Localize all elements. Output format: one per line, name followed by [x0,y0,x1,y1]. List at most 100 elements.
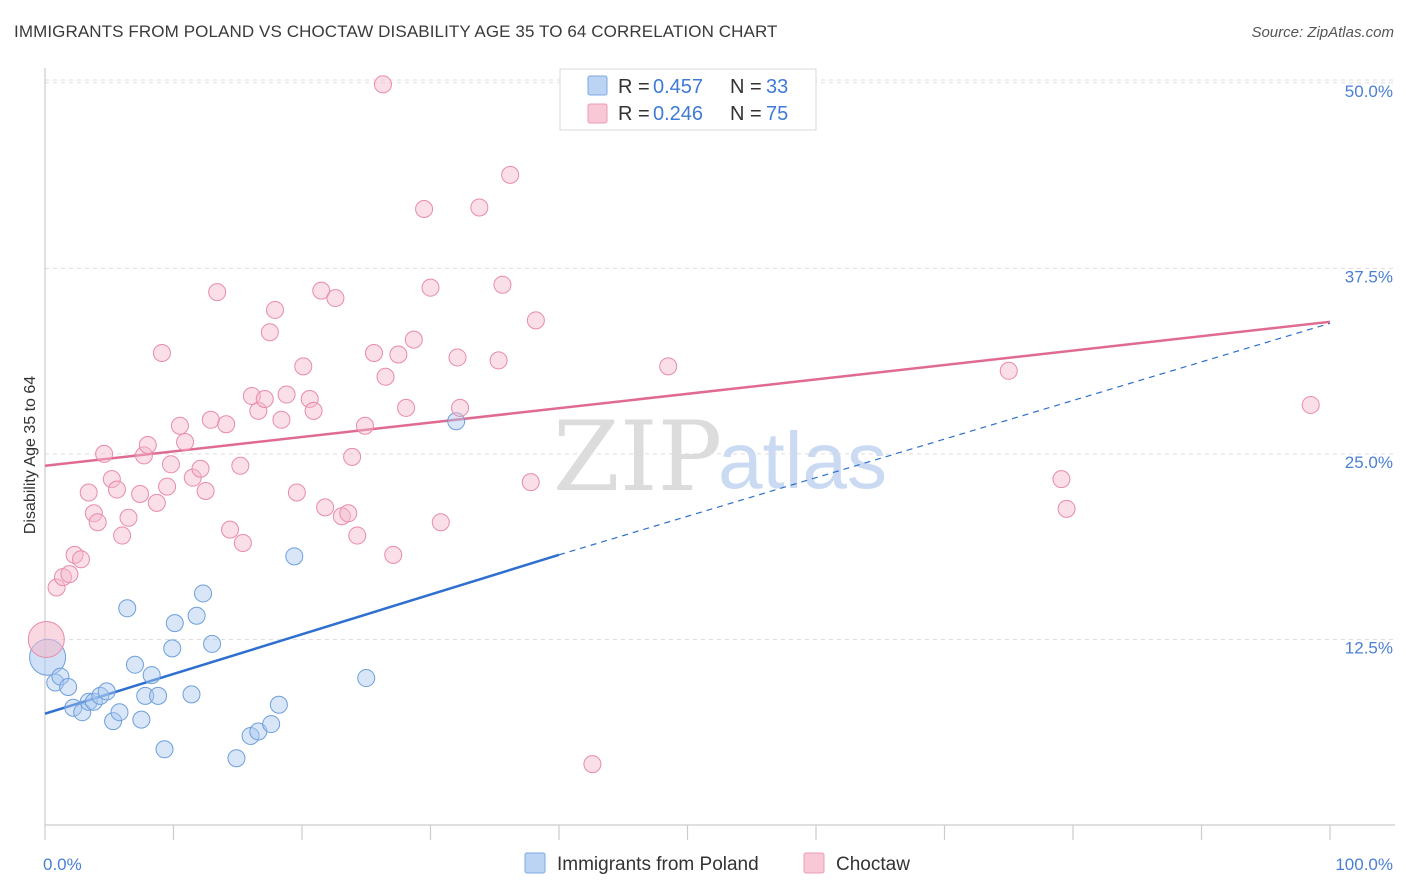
legend-n-label-poland: N = [730,76,762,98]
data-point-poland [182,685,201,704]
data-point-poland [132,710,151,729]
data-point-choctaw [448,348,467,367]
data-point-poland [149,686,168,705]
data-point-poland [79,692,98,711]
data-point-poland [73,703,92,722]
data-point-choctaw [272,410,291,429]
data-point-choctaw [84,504,103,523]
y-axis-label: Disability Age 35 to 64 [22,376,39,534]
data-point-choctaw [255,390,274,409]
data-point-choctaw [1057,499,1076,518]
data-point-choctaw [47,578,66,597]
data-point-choctaw [158,477,177,496]
data-point-poland [64,698,83,717]
data-point-poland [118,599,137,618]
data-point-choctaw [147,493,166,512]
data-point-choctaw [397,398,416,417]
data-point-choctaw [373,75,392,94]
data-point-choctaw [489,351,508,370]
data-point-choctaw [343,447,362,466]
data-point-choctaw [107,480,126,499]
y-tick-label: 25.0% [1345,453,1393,472]
data-point-poland [447,412,466,431]
data-point-poland [165,614,184,633]
data-point-choctaw [138,436,157,455]
data-point-choctaw [170,416,189,435]
data-point-choctaw [287,483,306,502]
data-point-choctaw [348,526,367,545]
data-point-choctaw [1052,470,1071,489]
trend-line-1 [44,320,1331,468]
bottom-legend-label-poland: Immigrants from Poland [557,854,759,875]
data-point-poland [269,695,288,714]
data-point-poland [97,682,116,701]
data-point-choctaw [266,300,285,319]
data-point-choctaw [134,446,153,465]
watermark-atlas: atlas [718,416,887,505]
data-point-poland [285,547,304,566]
data-point-choctaw [208,283,227,302]
data-point-choctaw [404,330,423,349]
top-legend: R = 0.457 N = 33 R = 0.246 N = 75 [559,68,817,131]
legend-swatch-choctaw [587,103,608,124]
watermark-zip: ZIP [553,401,722,513]
data-point-poland [163,639,182,658]
data-point-choctaw [27,620,65,658]
data-point-choctaw [217,415,236,434]
data-point-choctaw [102,470,121,489]
data-point-choctaw [526,311,545,330]
data-point-poland [357,669,376,688]
data-point-poland [227,749,246,768]
data-point-choctaw [389,345,408,364]
data-point-poland [51,667,70,686]
data-point-choctaw [152,343,171,362]
data-points [27,75,1320,774]
data-point-choctaw [376,367,395,386]
data-point-poland [110,703,129,722]
legend-n-value-choctaw: 75 [766,103,788,125]
data-point-choctaw [191,459,210,478]
grid-lines [45,79,1395,640]
data-point-choctaw [304,401,323,420]
data-point-choctaw [659,357,678,376]
data-point-choctaw [326,289,345,308]
data-point-choctaw [294,357,313,376]
legend-n-label-choctaw: N = [730,103,762,125]
data-point-choctaw [312,281,331,300]
trend-line-extension-0 [558,322,1331,556]
x-tick-label: 100.0% [1335,855,1393,874]
data-point-choctaw [1301,395,1320,414]
data-point-choctaw [60,565,79,584]
y-tick-label: 50.0% [1345,82,1393,101]
bottom-legend-label-choctaw: Choctaw [836,854,910,875]
data-point-poland [59,677,78,696]
data-point-choctaw [583,755,602,774]
legend-r-label-poland: R = [618,76,650,98]
legend-n-value-poland: 33 [766,76,788,98]
tick-labels: 12.5% 25.0% 37.5% 50.0% 0.0% 100.0% [43,82,1393,874]
data-point-choctaw [421,278,440,297]
data-point-poland [203,634,222,653]
data-point-poland [142,666,161,685]
data-point-choctaw [493,275,512,294]
data-point-choctaw [161,455,180,474]
data-point-poland [136,686,155,705]
data-point-choctaw [196,482,215,501]
y-tick-label: 12.5% [1345,638,1393,657]
data-point-choctaw [364,343,383,362]
data-point-choctaw [233,533,252,552]
data-point-choctaw [176,433,195,452]
data-point-choctaw [113,526,132,545]
data-point-choctaw [501,165,520,184]
data-point-choctaw [221,520,240,539]
data-point-choctaw [277,385,296,404]
trend-line-0 [44,553,560,715]
legend-r-value-choctaw: 0.246 [653,103,703,125]
data-point-choctaw [415,200,434,219]
data-point-poland [104,712,123,731]
legend-r-label-choctaw: R = [618,103,650,125]
data-point-choctaw [131,484,150,503]
data-point-choctaw [339,504,358,523]
data-point-choctaw [79,483,98,502]
